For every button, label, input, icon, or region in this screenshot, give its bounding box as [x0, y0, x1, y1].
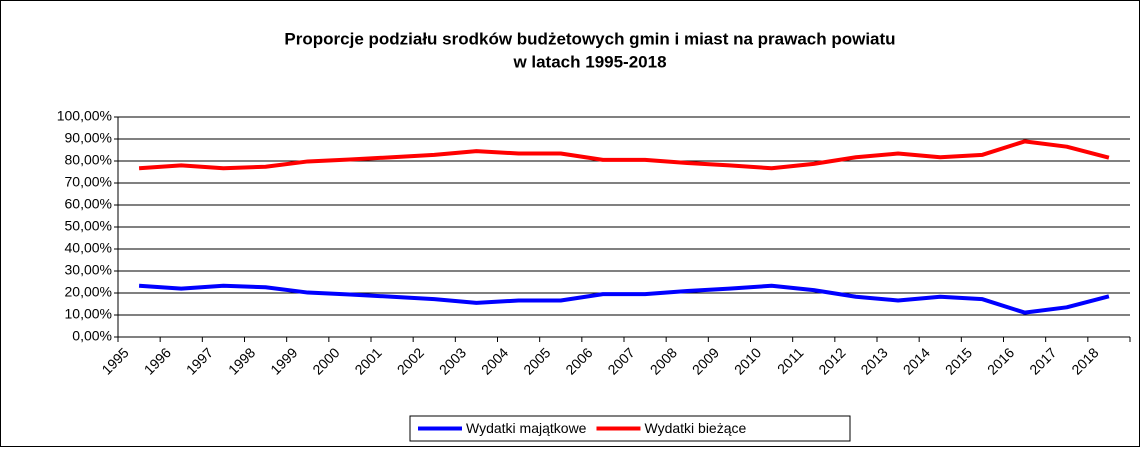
legend-label: Wydatki majątkowe [466, 420, 587, 436]
y-tick-label: 0,00% [72, 328, 112, 344]
y-tick-label: 10,00% [65, 306, 112, 322]
series-line [138, 283, 1110, 315]
chart-title: w latach 1995-2018 [512, 52, 666, 71]
y-tick-label: 40,00% [65, 240, 112, 256]
y-tick-label: 20,00% [65, 284, 112, 300]
y-tick-label: 80,00% [65, 152, 112, 168]
y-tick-label: 30,00% [65, 262, 112, 278]
y-tick-label: 50,00% [65, 218, 112, 234]
y-tick-label: 100,00% [57, 108, 112, 124]
y-tick-label: 60,00% [65, 196, 112, 212]
chart-title: Proporcje podziału srodków budżetowych g… [284, 29, 895, 48]
y-tick-label: 70,00% [65, 174, 112, 190]
y-tick-label: 90,00% [65, 130, 112, 146]
legend-label: Wydatki bieżące [644, 420, 746, 436]
series-line [138, 139, 1110, 171]
